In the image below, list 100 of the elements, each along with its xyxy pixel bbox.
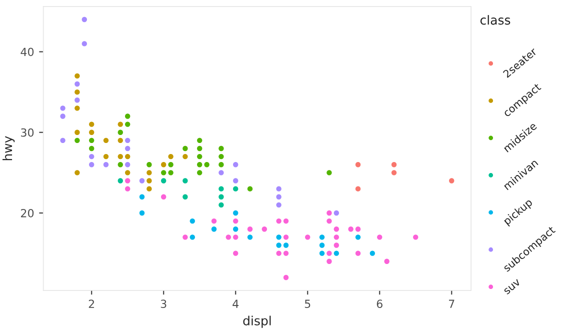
point (283, 274, 289, 280)
point (74, 73, 80, 79)
point (355, 250, 361, 256)
point (283, 250, 289, 256)
point (218, 146, 224, 152)
point (377, 234, 382, 240)
x-tick-label: 7 (449, 300, 454, 308)
y-tick-label: 40 (20, 48, 34, 56)
point (168, 154, 174, 160)
point (197, 170, 202, 176)
point (146, 162, 152, 168)
point (391, 162, 397, 168)
point (161, 162, 166, 168)
point (326, 170, 332, 176)
point (283, 218, 289, 224)
point (355, 186, 361, 192)
point (211, 218, 217, 224)
point (125, 178, 130, 184)
point (118, 122, 123, 127)
point (334, 226, 340, 232)
point (146, 170, 152, 176)
point (146, 186, 152, 192)
point (247, 186, 253, 192)
point (218, 154, 224, 160)
point (247, 234, 253, 240)
point (125, 170, 130, 176)
point (319, 250, 325, 256)
point (334, 250, 340, 256)
legend-title: class (480, 15, 510, 25)
point (146, 178, 152, 184)
point (125, 122, 130, 127)
y-axis-title: hwy (2, 136, 15, 160)
point (74, 106, 80, 111)
point (283, 234, 289, 240)
point (182, 178, 188, 184)
point (190, 234, 196, 240)
point (139, 194, 145, 200)
point (74, 98, 80, 103)
point (218, 194, 224, 200)
point (74, 89, 80, 95)
point (161, 178, 166, 184)
point (326, 250, 332, 256)
point (60, 114, 66, 119)
point (276, 250, 282, 256)
point (384, 258, 390, 264)
point (182, 194, 188, 200)
point (190, 218, 196, 224)
point (233, 178, 238, 184)
point (226, 234, 232, 240)
point (233, 210, 238, 216)
point (125, 154, 130, 160)
point (118, 162, 123, 168)
point (125, 138, 130, 144)
point (182, 154, 188, 160)
point (82, 41, 87, 46)
point (118, 138, 123, 144)
x-tick-label: 2 (88, 300, 94, 308)
point (233, 218, 238, 224)
point (276, 202, 282, 208)
point (218, 162, 224, 168)
point (125, 186, 130, 192)
point (74, 138, 80, 144)
point (197, 162, 202, 168)
point (233, 250, 238, 256)
point (197, 154, 202, 160)
point (233, 162, 238, 168)
point (276, 186, 282, 192)
point (74, 81, 80, 87)
point (233, 234, 238, 240)
x-tick-label: 6 (376, 300, 382, 308)
point (125, 146, 130, 152)
point (319, 234, 325, 240)
point (211, 226, 217, 232)
point (276, 242, 282, 248)
point (218, 202, 224, 208)
point (197, 138, 202, 144)
legend-label: suv (504, 278, 521, 295)
point (103, 162, 109, 168)
point (74, 130, 80, 135)
point (88, 162, 94, 168)
point (276, 234, 282, 240)
point (88, 146, 94, 152)
point (125, 114, 130, 119)
point (197, 146, 202, 152)
point (326, 218, 332, 224)
point (305, 234, 310, 240)
point (326, 210, 332, 216)
point (334, 242, 340, 248)
point (103, 138, 109, 144)
y-tick-label: 20 (21, 208, 34, 218)
point (161, 194, 166, 200)
x-tick-label: 5 (304, 300, 310, 308)
point (334, 210, 340, 216)
point (348, 226, 354, 232)
point (218, 170, 224, 176)
point (118, 154, 123, 160)
point (182, 234, 188, 240)
x-tick-label: 3 (160, 300, 166, 308)
point (326, 258, 332, 264)
point (449, 178, 454, 184)
